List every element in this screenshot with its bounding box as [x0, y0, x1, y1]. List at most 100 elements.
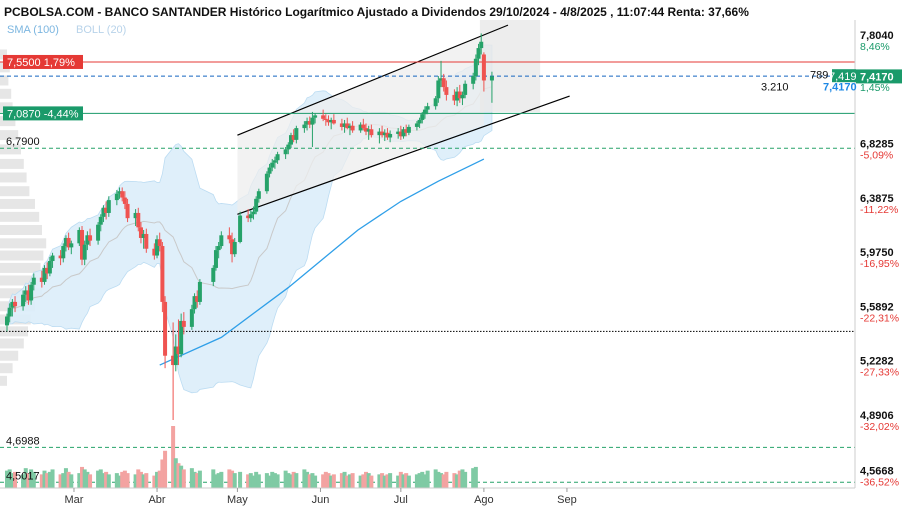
volume-bar	[321, 474, 326, 488]
volume-bar	[160, 459, 165, 488]
candle-body	[288, 135, 293, 145]
x-tick-label: Abr	[148, 494, 165, 506]
candle-body	[305, 121, 310, 125]
candle-body	[455, 91, 460, 101]
volume-profile-bar	[0, 172, 27, 183]
volume-bar	[138, 471, 143, 488]
volume-bar	[444, 471, 449, 488]
candle-body	[232, 241, 237, 255]
x-tick-label: Sep	[557, 494, 577, 506]
volume-profile-bar	[0, 130, 19, 141]
candle-body	[26, 290, 31, 301]
channel-lower-line	[237, 95, 570, 215]
volume-profile-bar	[0, 198, 35, 209]
price-tag	[856, 69, 902, 84]
volume-bar	[307, 474, 312, 488]
volume-bar	[382, 475, 387, 488]
volume-bar	[420, 471, 425, 488]
price-levels	[0, 61, 855, 483]
volume-bar	[120, 471, 125, 488]
candle-body	[39, 277, 44, 282]
volume-bar	[101, 473, 106, 488]
level-tag	[3, 106, 83, 121]
x-axis: Mar Abr May Jun Jul Ago Sep	[0, 487, 855, 506]
volume-profile-bar	[0, 363, 13, 374]
candle-body	[63, 237, 68, 247]
volume-bar	[80, 466, 85, 488]
candle-body	[396, 131, 401, 134]
volume-profile-bar	[0, 88, 12, 99]
y-tick-label: 4,5668	[860, 466, 894, 478]
volume-bar	[275, 474, 280, 488]
volume-bar	[377, 474, 382, 488]
candle-body	[310, 117, 315, 125]
candle-body	[10, 301, 15, 308]
y-tick-label: 5,5892	[860, 301, 894, 313]
candle-body	[5, 316, 9, 326]
candle-body	[192, 296, 197, 310]
candle-body	[473, 58, 478, 77]
candle-body	[366, 129, 371, 132]
candle-body	[117, 191, 122, 194]
volume-bar	[58, 474, 63, 488]
volume-bar	[251, 475, 256, 488]
candle-body	[50, 255, 55, 262]
volume-bar	[347, 474, 352, 488]
candle-body	[160, 246, 165, 302]
volume-bar	[270, 471, 275, 488]
volume-bar	[272, 473, 277, 488]
candles	[5, 33, 494, 421]
volume-bar	[23, 468, 28, 488]
volume-bar	[406, 475, 411, 488]
volume-bar	[323, 471, 328, 488]
candle-body	[69, 243, 74, 248]
volume-bar	[246, 474, 251, 488]
candle-body	[414, 123, 419, 127]
candle-body	[58, 255, 63, 259]
volume-bar	[460, 469, 465, 488]
volume-bar	[125, 473, 130, 488]
x-tick-label: Jun	[312, 494, 330, 506]
volume-bar	[189, 468, 194, 488]
candle-body	[441, 78, 446, 88]
candle-body	[369, 129, 374, 136]
volume-bar	[331, 474, 336, 488]
volume-bar	[302, 469, 307, 488]
volume-bar	[155, 471, 160, 488]
volume-bar	[171, 426, 176, 488]
candle-body	[31, 277, 36, 285]
candle-body	[85, 235, 90, 245]
candle-body	[213, 250, 218, 268]
candle-body	[270, 162, 275, 168]
volume-profile-bar	[0, 250, 44, 261]
volume-bar	[133, 474, 138, 488]
candle-body	[433, 98, 438, 107]
volume-bar	[61, 473, 66, 488]
volume-bar	[136, 469, 141, 488]
volume-bar	[26, 473, 31, 488]
candle-body	[457, 91, 462, 99]
volume-profile-bar	[0, 238, 47, 249]
volume-bar	[291, 471, 296, 488]
volume-profile-bar	[0, 158, 24, 169]
y-tick-label: 7,8040	[860, 30, 894, 42]
volume-profile-bar	[0, 186, 30, 197]
candle-body	[66, 237, 71, 248]
candle-body	[476, 48, 481, 59]
volume-bar	[329, 475, 334, 488]
volume-bar	[441, 474, 446, 488]
candle-body	[283, 149, 288, 155]
volume-bar	[398, 471, 403, 488]
volume-bar	[77, 473, 82, 488]
candle-body	[436, 80, 441, 99]
volume-bar	[227, 469, 232, 488]
volume-bar	[144, 473, 149, 488]
volume-bar	[10, 473, 15, 488]
candle-body	[307, 121, 312, 125]
y-tick-label: 4,8906	[860, 410, 894, 422]
volume-bar	[457, 470, 462, 488]
candle-body	[331, 119, 336, 124]
candle-body	[398, 131, 403, 137]
volume-bar	[96, 470, 101, 488]
